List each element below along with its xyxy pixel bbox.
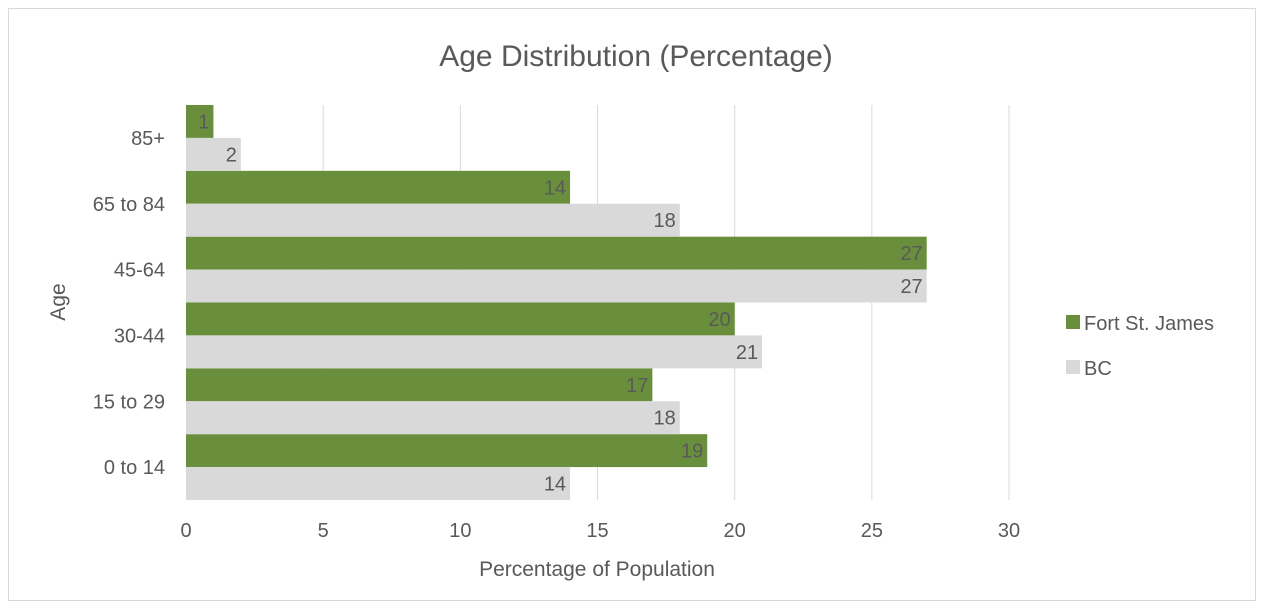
y-tick-label: 15 to 29 [93, 391, 165, 413]
data-label: 2 [226, 144, 237, 166]
bar-fort-st-james-0-to-14 [186, 434, 708, 468]
bar-bc-65-to-84 [186, 203, 680, 237]
legend-entry: BC [1084, 358, 1112, 380]
x-tick-label: 0 [180, 520, 191, 542]
data-label: 18 [654, 408, 676, 430]
y-tick-label: 65 to 84 [93, 194, 165, 216]
y-tick-label: 45-64 [114, 260, 165, 282]
data-label: 1 [198, 111, 209, 133]
data-label: 14 [544, 474, 566, 496]
x-tick-label: 5 [318, 520, 329, 542]
legend-entry: Fort St. James [1084, 313, 1214, 335]
y-tick-label: 85+ [131, 128, 165, 150]
data-label: 17 [626, 375, 648, 397]
data-label: 20 [708, 309, 730, 331]
bar-bc-30-44 [186, 335, 763, 369]
bar-fort-st-james-85+ [186, 105, 214, 138]
data-label: 27 [900, 276, 922, 298]
data-label: 27 [900, 243, 922, 265]
bar-bc-15-to-29 [186, 401, 680, 435]
bar-fort-st-james-30-44 [186, 302, 735, 336]
y-axis-label: Age [47, 283, 70, 320]
bar-bc-0-to-14 [186, 467, 571, 500]
x-tick-label: 25 [861, 520, 883, 542]
data-label: 21 [736, 342, 758, 364]
bar-fort-st-james-15-to-29 [186, 368, 653, 402]
x-tick-label: 20 [724, 520, 746, 542]
x-tick-label: 10 [449, 520, 471, 542]
bar-bc-85+ [186, 137, 241, 171]
x-tick-label: 15 [586, 520, 608, 542]
legend-swatch [1066, 360, 1080, 374]
bar-fort-st-james-65-to-84 [186, 170, 571, 204]
data-label: 18 [654, 210, 676, 232]
x-axis-label: Percentage of Population [479, 558, 715, 581]
y-tick-label: 30-44 [114, 325, 165, 347]
data-label: 19 [681, 441, 703, 463]
data-label: 14 [544, 177, 566, 199]
chart-title: Age Distribution (Percentage) [439, 40, 833, 73]
legend-swatch [1066, 315, 1080, 329]
bar-fort-st-james-45-64 [186, 236, 927, 270]
x-tick-labels: 0 5 10 15 20 25 30 [180, 520, 1020, 542]
legend: Fort St. James BC [1066, 313, 1214, 380]
y-tick-label: 0 to 14 [104, 457, 165, 479]
y-tick-labels: 0 to 14 15 to 29 30-44 45-64 65 to 84 85+ [93, 128, 165, 479]
bars: 19 14 17 18 20 21 27 27 14 18 12 [186, 105, 927, 500]
x-tick-label: 30 [998, 520, 1020, 542]
bar-bc-45-64 [186, 269, 927, 303]
